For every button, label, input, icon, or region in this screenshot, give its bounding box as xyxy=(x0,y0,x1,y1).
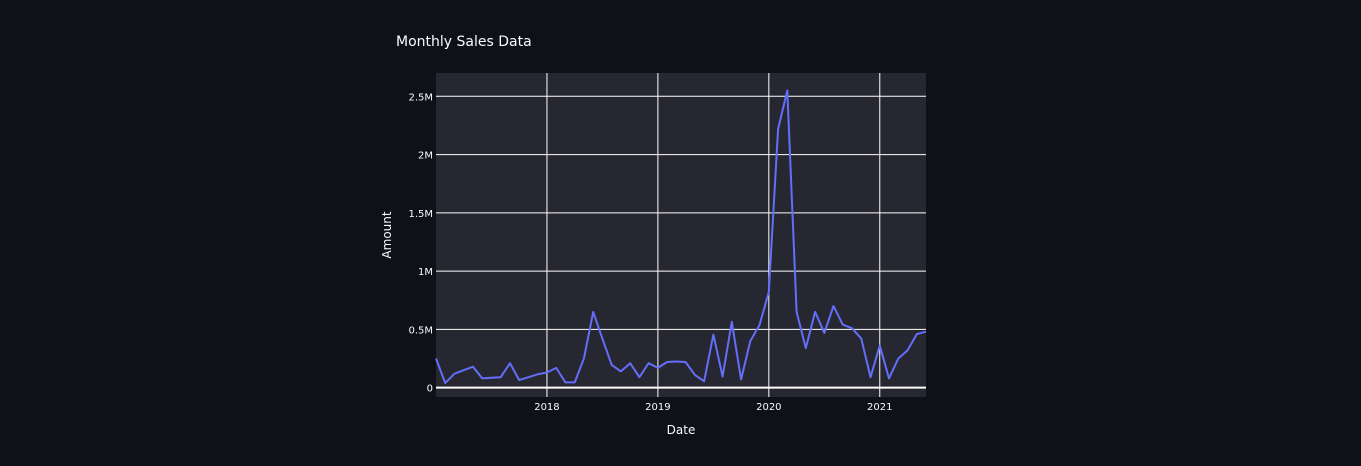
y-tick-label: 0 xyxy=(427,384,433,395)
plot-area xyxy=(436,73,926,397)
x-tick-labels: 2018 2019 2020 2021 xyxy=(534,402,892,413)
x-tick-label: 2018 xyxy=(534,402,559,413)
x-axis-title: Date xyxy=(667,423,696,437)
x-tick-label: 2021 xyxy=(867,402,892,413)
y-tick-labels: 0 0.5M 1M 1.5M 2M 2.5M xyxy=(408,92,433,394)
chart-title: Monthly Sales Data xyxy=(396,34,532,50)
y-tick-label: 1M xyxy=(418,267,433,278)
y-tick-label: 1.5M xyxy=(408,209,433,220)
y-tick-label: 2M xyxy=(418,151,433,162)
y-tick-label: 0.5M xyxy=(408,325,433,336)
y-tick-label: 2.5M xyxy=(408,92,433,103)
y-gridlines xyxy=(436,95,926,389)
y-axis-title: Amount xyxy=(380,211,394,258)
series-line xyxy=(435,89,927,384)
x-tick-label: 2020 xyxy=(756,402,781,413)
x-gridlines xyxy=(546,73,881,397)
x-tick-label: 2019 xyxy=(645,402,670,413)
